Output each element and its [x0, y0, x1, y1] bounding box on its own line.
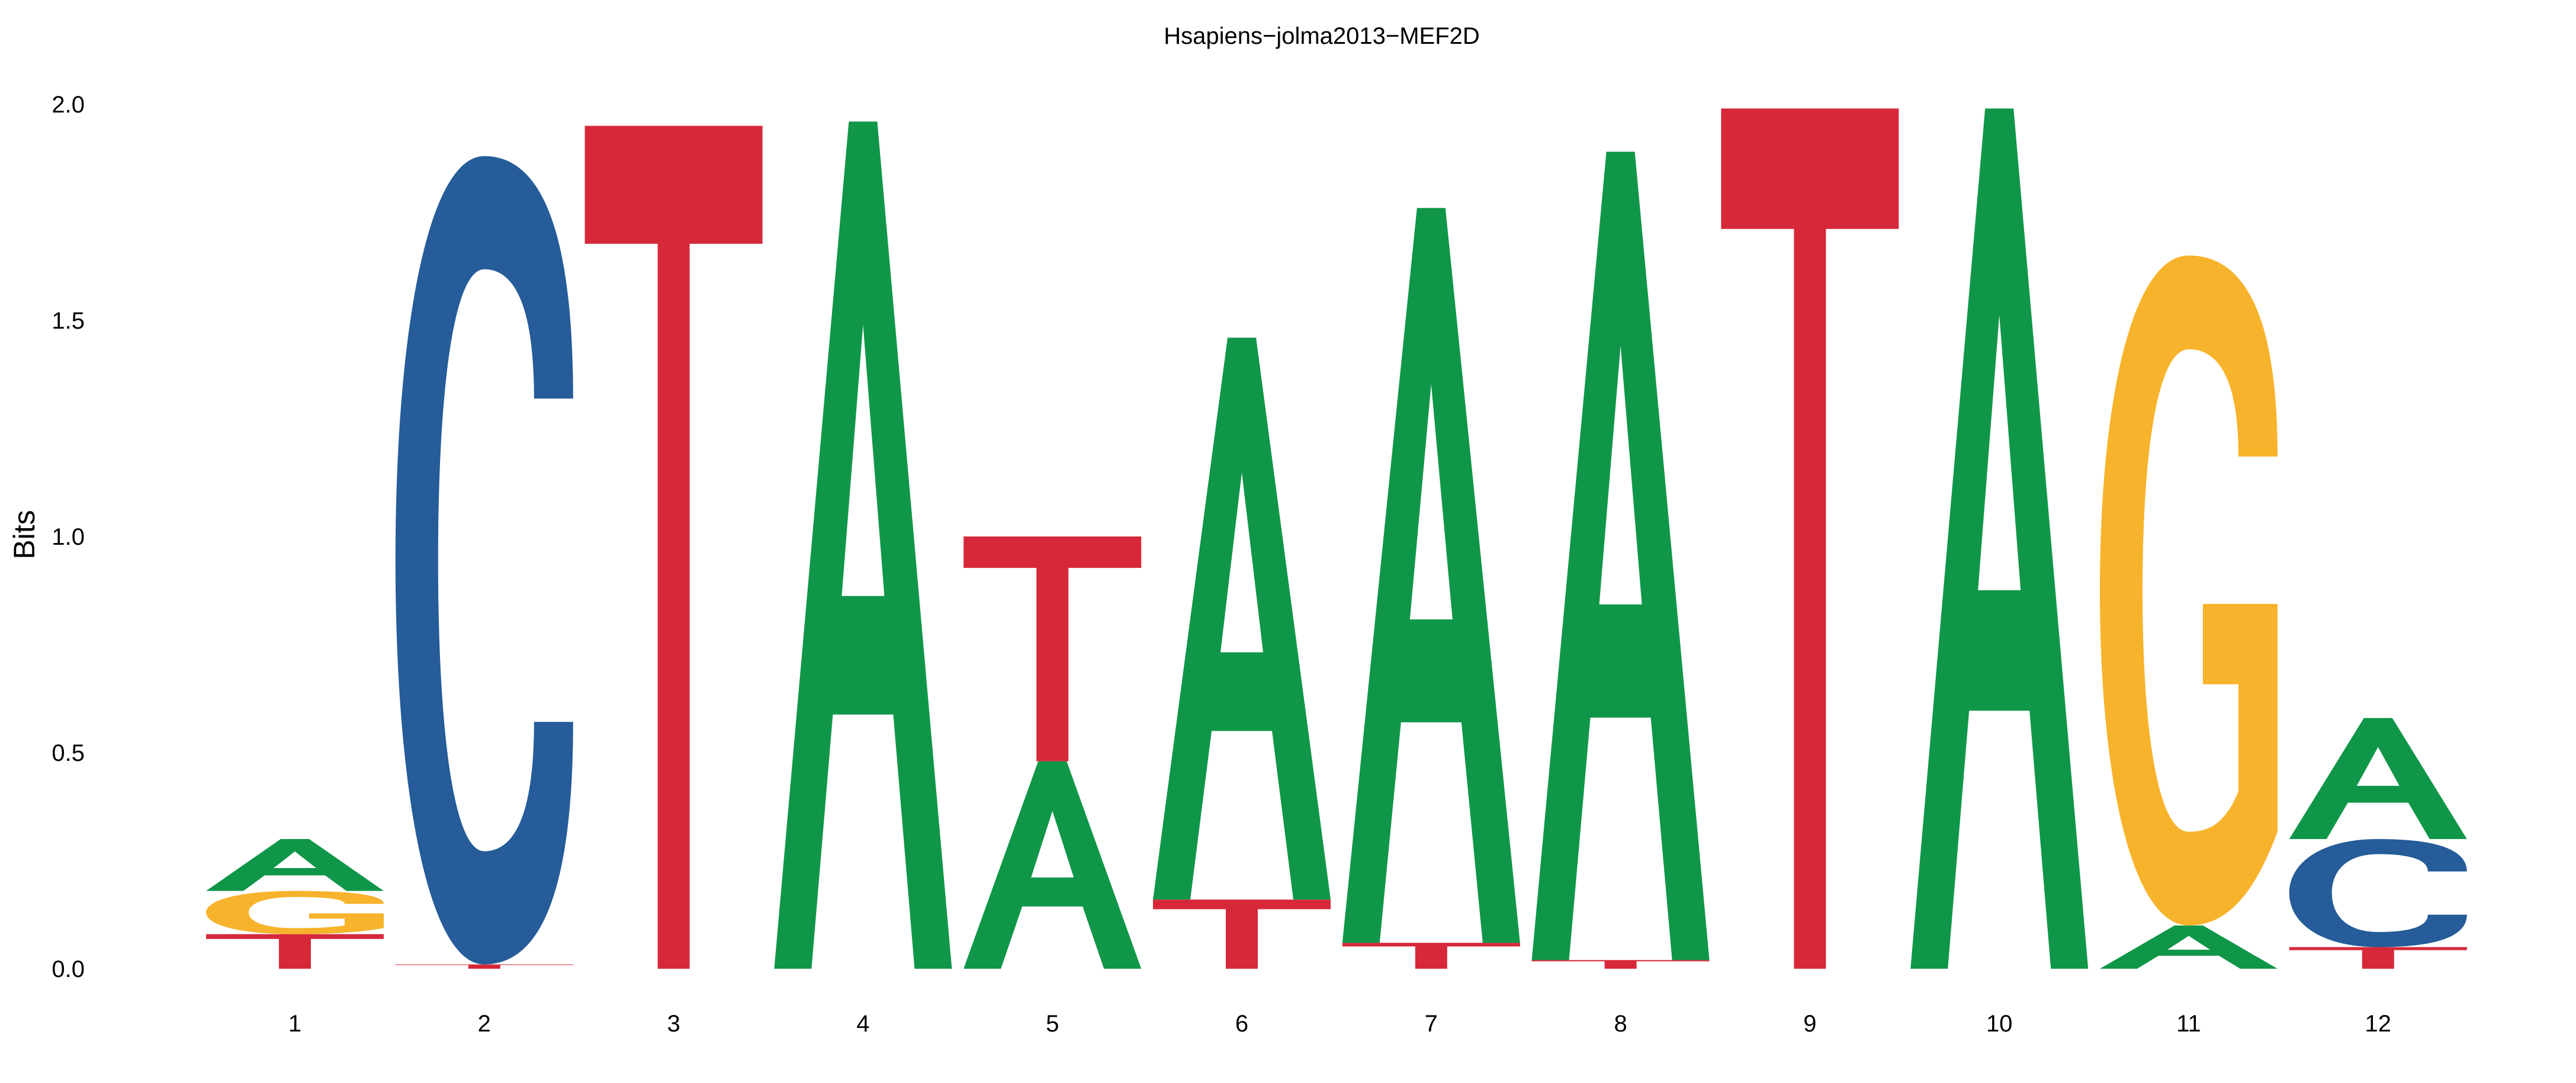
x-tick-label: 7: [1425, 1011, 1438, 1037]
letter-t: [2289, 947, 2467, 969]
y-axis-ticks: 0.0 0.5 1.0 1.5 2.0: [52, 92, 85, 982]
letter-a: [774, 121, 952, 969]
letter-t: [1342, 943, 1520, 969]
y-axis-label: Bits: [8, 510, 41, 559]
y-tick-label: 1.0: [52, 524, 85, 550]
x-tick-label: 12: [2365, 1011, 2392, 1037]
y-tick-label: 0.5: [52, 740, 85, 766]
x-tick-label: 2: [478, 1011, 491, 1037]
y-tick-label: 1.5: [52, 308, 85, 334]
x-axis-ticks: 1 2 3 4 5 6 7 8 9 10 11 12: [288, 1011, 2391, 1037]
x-tick-label: 10: [1986, 1011, 2013, 1037]
logo-column: [774, 121, 952, 969]
logo-column: [2289, 718, 2467, 969]
chart-title: Hsapiens−jolma2013−MEF2D: [1164, 23, 1480, 49]
logo-column: [963, 536, 1142, 969]
y-tick-label: 0.0: [52, 956, 85, 982]
logo-letters: [206, 108, 2467, 969]
letter-a: [1153, 338, 1331, 900]
letter-t: [206, 934, 384, 969]
x-tick-label: 1: [288, 1011, 301, 1037]
letter-a: [1342, 208, 1520, 943]
logo-column: [1342, 208, 1520, 969]
letter-g: [2100, 255, 2278, 925]
letter-t: [963, 536, 1142, 761]
letter-c: [395, 156, 573, 965]
logo-column: [1531, 152, 1710, 969]
letter-t: [584, 126, 763, 969]
letter-a: [1910, 108, 2089, 969]
letter-a: [206, 839, 384, 891]
letter-t: [1531, 960, 1710, 969]
logo-column: [1721, 108, 1899, 969]
x-tick-label: 9: [1803, 1011, 1816, 1037]
letter-t: [1153, 899, 1331, 969]
x-tick-label: 4: [856, 1011, 869, 1037]
letter-a: [2289, 718, 2467, 839]
letter-a: [1531, 152, 1710, 960]
y-tick-label: 2.0: [52, 92, 85, 118]
logo-column: [395, 156, 573, 969]
x-tick-label: 3: [667, 1011, 680, 1037]
logo-column: [206, 839, 384, 969]
x-tick-label: 5: [1046, 1011, 1059, 1037]
x-tick-label: 11: [2176, 1011, 2201, 1037]
logo-column: [2100, 255, 2278, 969]
x-tick-label: 8: [1614, 1011, 1627, 1037]
letter-c: [2289, 839, 2467, 947]
letter-t: [395, 964, 573, 969]
letter-a: [2100, 925, 2278, 969]
logo-column: [1910, 108, 2089, 969]
letter-g: [206, 891, 384, 934]
logo-column: [584, 126, 763, 969]
letter-a: [963, 761, 1142, 969]
x-tick-label: 6: [1235, 1011, 1248, 1037]
letter-t: [1721, 108, 1899, 969]
logo-column: [1153, 338, 1331, 969]
